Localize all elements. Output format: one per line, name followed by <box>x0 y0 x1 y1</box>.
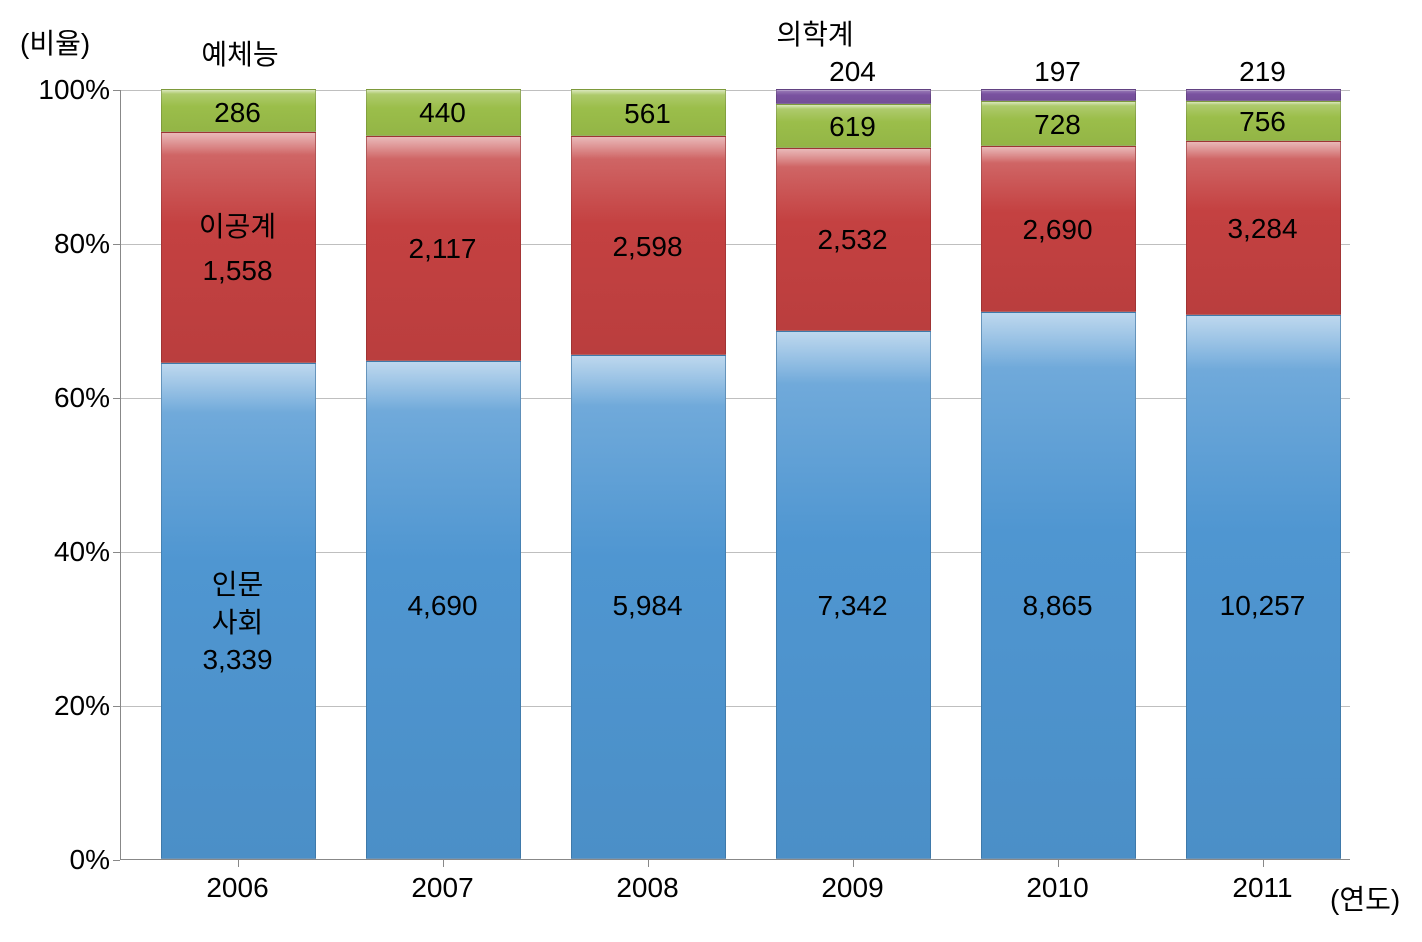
bar-group-2011 <box>1186 89 1341 859</box>
data-label-humanities: 5,984 <box>612 590 682 622</box>
data-label-humanities: 3,339 <box>202 644 272 676</box>
x-tick-label: 2009 <box>821 872 883 904</box>
bar-seg-stem <box>161 132 316 363</box>
y-tick-label: 60% <box>54 382 110 414</box>
y-tick-label: 100% <box>38 74 110 106</box>
bar-seg-humanities <box>1186 315 1341 859</box>
y-tick-label: 40% <box>54 536 110 568</box>
x-tick-mark <box>1263 860 1264 867</box>
bar-group-2010 <box>981 89 1136 859</box>
x-tick-mark <box>238 860 239 867</box>
y-tick-mark <box>113 706 120 707</box>
x-tick-mark <box>1058 860 1059 867</box>
data-label-medical: 219 <box>1239 56 1286 88</box>
data-label-medical: 197 <box>1034 56 1081 88</box>
data-label-arts: 561 <box>624 98 671 130</box>
y-tick-mark <box>113 244 120 245</box>
data-label-humanities: 7,342 <box>817 590 887 622</box>
x-tick-mark <box>648 860 649 867</box>
data-label-stem: 2,598 <box>612 231 682 263</box>
data-label-stem: 1,558 <box>202 255 272 287</box>
x-tick-label: 2007 <box>411 872 473 904</box>
y-tick-mark <box>113 398 120 399</box>
y-tick-label: 20% <box>54 690 110 722</box>
y-tick-mark <box>113 90 120 91</box>
series-title-humanities: 인문 <box>212 563 264 603</box>
y-tick-label: 80% <box>54 228 110 260</box>
data-label-arts: 619 <box>829 111 876 143</box>
x-tick-mark <box>853 860 854 867</box>
bar-group-2008 <box>571 89 726 859</box>
bar-seg-humanities <box>981 312 1136 859</box>
x-axis-title: (연도) <box>1330 878 1400 918</box>
data-label-arts: 440 <box>419 97 466 129</box>
y-tick-mark <box>113 860 120 861</box>
y-axis-title: (비율) <box>20 22 90 62</box>
data-label-arts: 286 <box>214 97 261 129</box>
x-tick-label: 2008 <box>616 872 678 904</box>
x-tick-label: 2011 <box>1232 872 1292 904</box>
series-title-medical: 의학계 <box>776 18 853 52</box>
x-tick-label: 2010 <box>1026 872 1088 904</box>
x-tick-mark <box>443 860 444 867</box>
series-title-arts: 예체능 <box>201 38 278 72</box>
data-label-arts: 728 <box>1034 109 1081 141</box>
data-label-stem: 2,690 <box>1022 214 1092 246</box>
chart-container: (비율) (연도) 0% 20% 40% 60% 80% 100% 2006 3,339 인문사… <box>0 0 1422 942</box>
bar-seg-medical <box>1186 89 1341 101</box>
data-label-medical: 204 <box>829 56 876 88</box>
data-label-humanities: 8,865 <box>1022 590 1092 622</box>
bar-group-2009 <box>776 89 931 859</box>
bar-seg-medical <box>776 89 931 104</box>
data-label-stem: 3,284 <box>1227 213 1297 245</box>
series-title-stem: 이공계 <box>199 205 276 245</box>
data-label-stem: 2,532 <box>817 224 887 256</box>
data-label-humanities: 4,690 <box>407 590 477 622</box>
data-label-stem: 2,117 <box>409 233 477 265</box>
x-tick-label: 2006 <box>206 872 268 904</box>
plot-area <box>120 90 1350 860</box>
y-tick-label: 0% <box>70 844 110 876</box>
bar-group-2007 <box>366 89 521 859</box>
bar-seg-medical <box>981 89 1136 101</box>
data-label-arts: 756 <box>1239 106 1286 138</box>
y-tick-mark <box>113 552 120 553</box>
series-title-humanities: 사회 <box>212 601 264 641</box>
data-label-humanities: 10,257 <box>1220 590 1306 622</box>
